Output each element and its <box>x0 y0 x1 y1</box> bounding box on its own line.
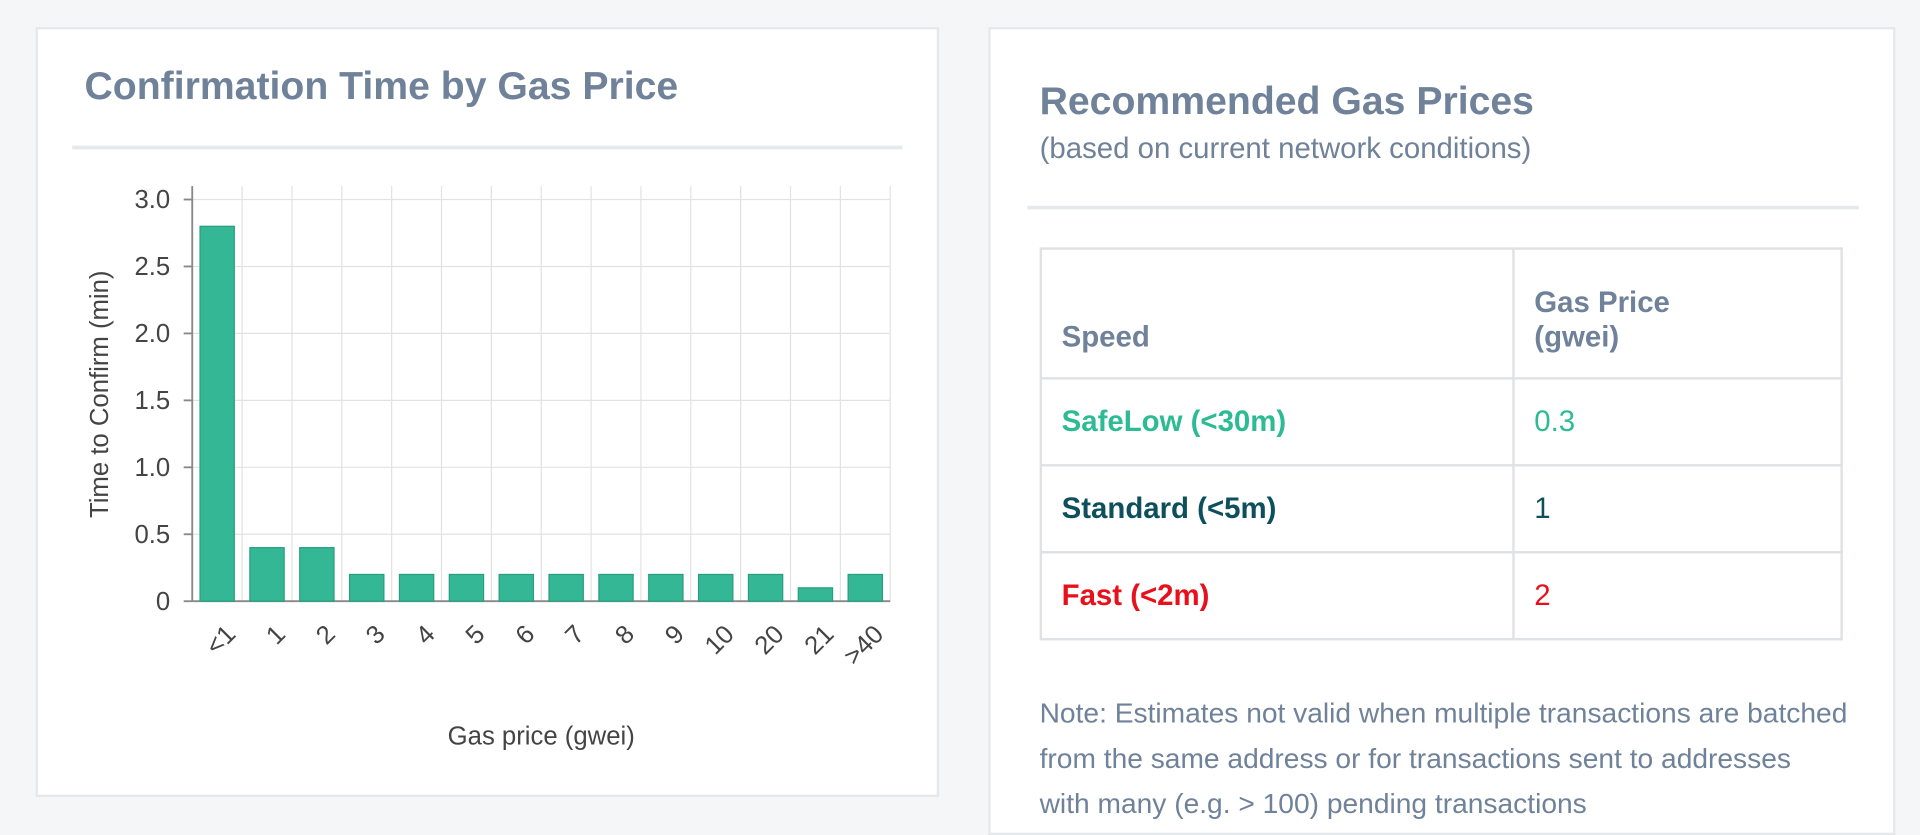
x-tick-label: 20 <box>750 620 790 660</box>
y-tick-label: 2.0 <box>134 320 170 348</box>
bar <box>448 573 485 602</box>
row: Fast (<2m) 2 <box>1039 551 1843 641</box>
bar <box>598 573 634 602</box>
y-axis-title: Time to Confirm (min) <box>86 271 114 519</box>
bar <box>797 587 834 602</box>
price-table: Speed Gas Price (gwei) SafeLow (<30m) 0.… <box>1039 247 1843 641</box>
header-cell: Gas Price (gwei) <box>1512 247 1843 380</box>
divider <box>72 145 903 150</box>
note: Note: Estimates not valid when multiple … <box>1039 696 1848 820</box>
y-tick-label: 1.0 <box>134 454 170 482</box>
chart: 0 0.5 1.0 1.5 2.0 2.5 3.0 <1 1 2 3 4 5 6 7 8 9 10 20 21 >40 T… <box>86 186 891 750</box>
x-tick-label: 6 <box>510 620 540 650</box>
x-axis-title: Gas price (gwei) <box>448 722 635 750</box>
x-tick-label: 2 <box>311 620 341 650</box>
x-tick-label: 3 <box>361 620 391 650</box>
speed-cell: Standard (<5m) <box>1039 464 1515 554</box>
panel-title: Recommended Gas Prices <box>1039 78 1534 123</box>
x-tick-label: 4 <box>411 620 441 650</box>
bar <box>299 547 335 602</box>
x-tick-label: 9 <box>660 620 690 650</box>
x-tick-label: 10 <box>700 620 740 660</box>
header-cell: Speed <box>1039 247 1515 380</box>
bar <box>847 573 884 602</box>
x-tick-label: >40 <box>839 620 890 671</box>
price-cell: 1 <box>1512 464 1843 554</box>
x-tick-label: <1 <box>201 620 242 661</box>
bar <box>697 573 734 602</box>
price-cell: 0.3 <box>1512 377 1843 467</box>
price-cell: 2 <box>1512 551 1843 641</box>
header-text: Gas Price (gwei) <box>1534 286 1670 354</box>
x-tick-label: 21 <box>799 620 839 660</box>
panel-subtitle: (based on current network conditions) <box>1039 132 1532 166</box>
y-tick-label: 1.5 <box>134 387 170 415</box>
y-tick-label: 0.5 <box>134 521 170 549</box>
x-tick-label: 7 <box>560 620 590 650</box>
x-tick-label: 5 <box>461 620 491 650</box>
bar <box>548 573 584 602</box>
chart-title: Confirmation Time by Gas Price <box>84 63 679 108</box>
x-tick-label: 1 <box>261 620 291 650</box>
bar <box>648 573 684 602</box>
x-tick-label: 8 <box>610 620 640 650</box>
bar <box>199 225 235 602</box>
bar <box>348 573 385 602</box>
y-tick-label: 0 <box>156 588 170 616</box>
divider <box>1027 205 1859 210</box>
header-row: Speed Gas Price (gwei) <box>1039 247 1843 380</box>
bar <box>747 573 784 602</box>
dashboard: Confirmation Time by Gas Price 0 0.5 1.0 1.… <box>35 26 1896 835</box>
bar <box>398 573 435 602</box>
row: Standard (<5m) 1 <box>1039 464 1843 554</box>
bar <box>249 547 285 602</box>
row: SafeLow (<30m) 0.3 <box>1039 377 1843 467</box>
speed-cell: SafeLow (<30m) <box>1039 377 1515 467</box>
bar <box>498 573 535 602</box>
y-tick-label: 3.0 <box>134 186 170 214</box>
y-tick-label: 2.5 <box>134 253 170 281</box>
page: Confirmation Time by Gas Price 0 0.5 1.0 1.… <box>35 26 1896 835</box>
prices-card: Recommended Gas Prices (based on current… <box>988 26 1896 835</box>
chart-card: Confirmation Time by Gas Price <box>35 26 940 798</box>
speed-cell: Fast (<2m) <box>1039 551 1515 641</box>
